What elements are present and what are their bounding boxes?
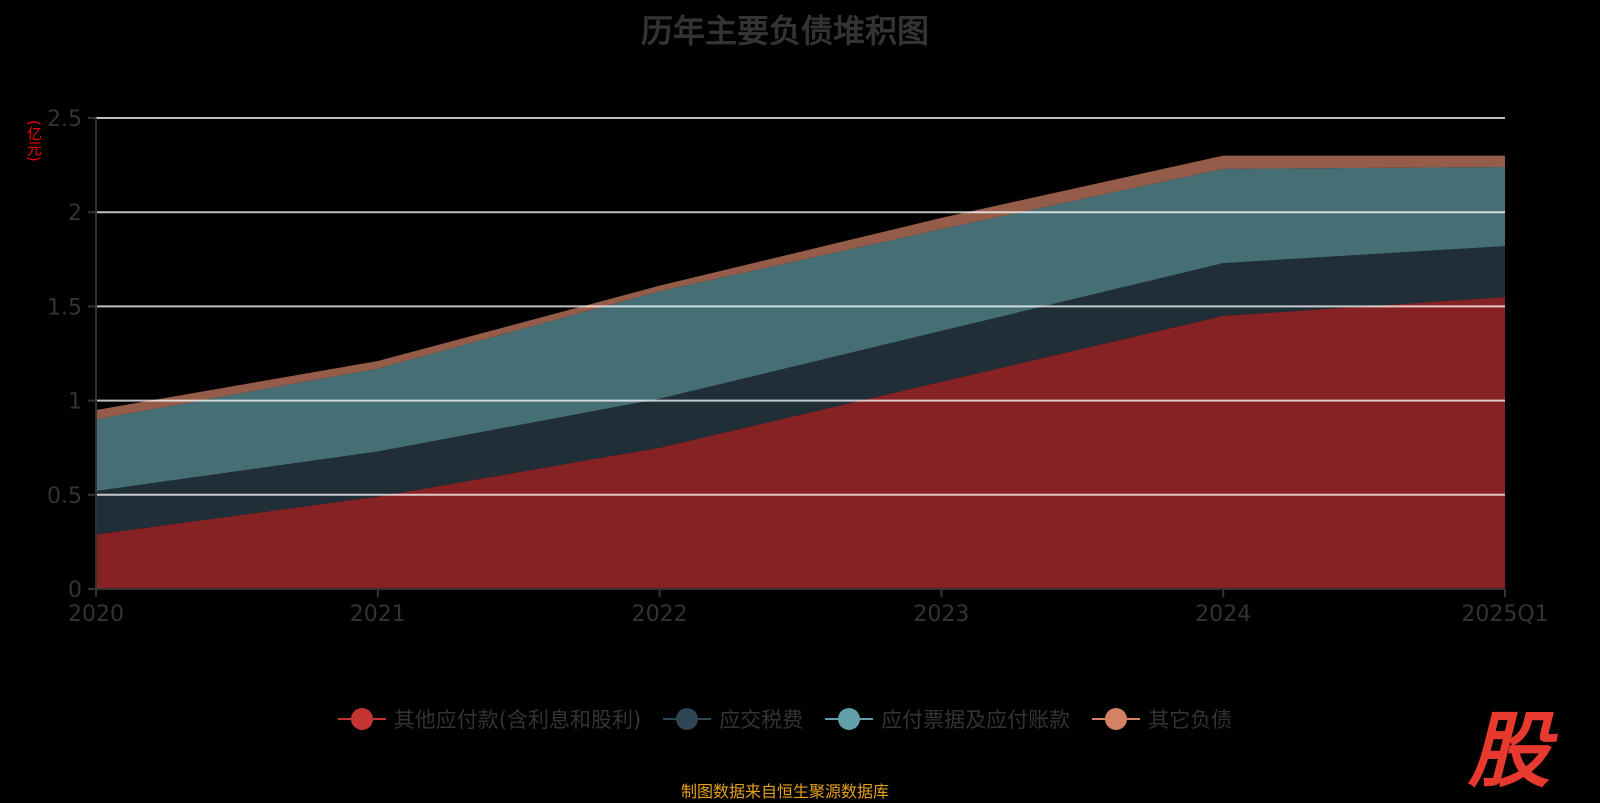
data-source-note: 制图数据来自恒生聚源数据库	[680, 782, 889, 801]
chart-title: 历年主要负债堆积图	[640, 12, 929, 50]
brand-logo: 股	[1468, 704, 1550, 799]
legend-marker-icon	[337, 707, 386, 731]
legend-label: 其他应付款(含利息和股利)	[393, 708, 642, 732]
legend-label: 应交税费	[719, 708, 804, 732]
legend-marker-icon	[825, 707, 874, 731]
legend-marker-icon	[663, 707, 712, 731]
legend-marker-icon	[1092, 707, 1141, 731]
x-tick-label: 2024	[1195, 602, 1251, 627]
area-series-3	[96, 155, 1505, 420]
area-series-0	[96, 296, 1505, 589]
y-tick-label: 2	[68, 201, 82, 226]
x-tick-label: 2020	[68, 602, 124, 627]
y-axis-unit: (亿元)	[25, 120, 43, 162]
legend: 其他应付款(含利息和股利) 应交税费 应付票据及应付账款 其它负债	[0, 704, 1570, 734]
x-tick-label: 2023	[913, 602, 969, 627]
legend-item[interactable]: 其它负债	[1092, 704, 1232, 734]
legend-label: 其它负债	[1148, 708, 1233, 732]
area-series-2	[96, 166, 1505, 492]
legend-item[interactable]: 应付票据及应付账款	[825, 704, 1070, 734]
area-series-1	[96, 246, 1505, 535]
x-tick-label: 2021	[350, 602, 406, 627]
y-tick-label: 1.5	[47, 295, 82, 320]
y-tick-label: 2.5	[47, 107, 82, 132]
legend-item[interactable]: 其他应付款(含利息和股利)	[337, 704, 642, 734]
x-tick-label: 2022	[632, 602, 688, 627]
y-tick-label: 0	[68, 578, 82, 603]
legend-label: 应付票据及应付账款	[881, 708, 1071, 732]
y-tick-label: 0.5	[47, 484, 82, 509]
legend-item[interactable]: 应交税费	[663, 704, 803, 734]
y-tick-label: 1	[68, 390, 82, 415]
x-tick-label: 2025Q1	[1461, 602, 1548, 627]
